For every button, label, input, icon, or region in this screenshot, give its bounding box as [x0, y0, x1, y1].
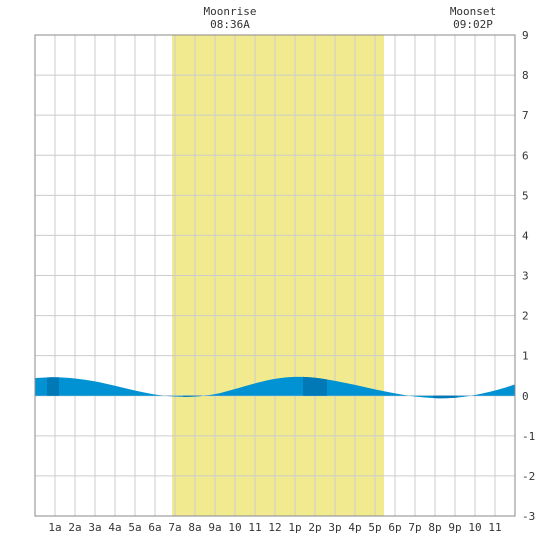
x-tick-label: 6p	[388, 521, 401, 534]
y-tick-label: 8	[522, 69, 529, 82]
x-tick-label: 2a	[68, 521, 81, 534]
tide-extreme-shade	[47, 376, 59, 399]
y-tick-label: -3	[522, 510, 535, 523]
plot-frame	[34, 34, 516, 517]
x-tick-label: 10	[468, 521, 481, 534]
x-tick-label: 11	[488, 521, 501, 534]
x-tick-label: 7p	[408, 521, 421, 534]
x-tick-label: 12	[268, 521, 281, 534]
x-tick-label: 5p	[368, 521, 381, 534]
y-tick-label: -2	[522, 470, 535, 483]
x-tick-label: 6a	[148, 521, 161, 534]
y-tick-label: 2	[522, 310, 529, 323]
x-tick-label: 4p	[348, 521, 361, 534]
y-tick-label: 3	[522, 270, 529, 283]
x-tick-label: 5a	[128, 521, 141, 534]
y-tick-label: 5	[522, 189, 529, 202]
x-tick-label: 9a	[208, 521, 221, 534]
y-tick-label: 0	[522, 390, 529, 403]
x-tick-label: 3a	[88, 521, 101, 534]
moonset-time: 09:02P	[453, 18, 493, 31]
moonset-label: Moonset	[450, 5, 496, 18]
x-tick-label: 8p	[428, 521, 441, 534]
tide-extreme-shade	[303, 376, 327, 399]
y-tick-label: -1	[522, 430, 535, 443]
x-tick-label: 8a	[188, 521, 201, 534]
y-tick-label: 1	[522, 350, 529, 363]
moonrise-label: Moonrise	[204, 5, 257, 18]
x-tick-label: 10	[228, 521, 241, 534]
x-tick-label: 3p	[328, 521, 341, 534]
x-tick-label: 2p	[308, 521, 321, 534]
x-tick-label: 7a	[168, 521, 181, 534]
x-tick-label: 1p	[288, 521, 301, 534]
y-tick-label: 9	[522, 29, 529, 42]
y-tick-label: 4	[522, 229, 529, 242]
x-tick-label: 9p	[448, 521, 461, 534]
x-tick-label: 1a	[48, 521, 61, 534]
y-tick-label: 6	[522, 149, 529, 162]
x-tick-label: 4a	[108, 521, 121, 534]
y-tick-label: 7	[522, 109, 529, 122]
x-tick-label: 11	[248, 521, 261, 534]
moonrise-time: 08:36A	[210, 18, 250, 31]
